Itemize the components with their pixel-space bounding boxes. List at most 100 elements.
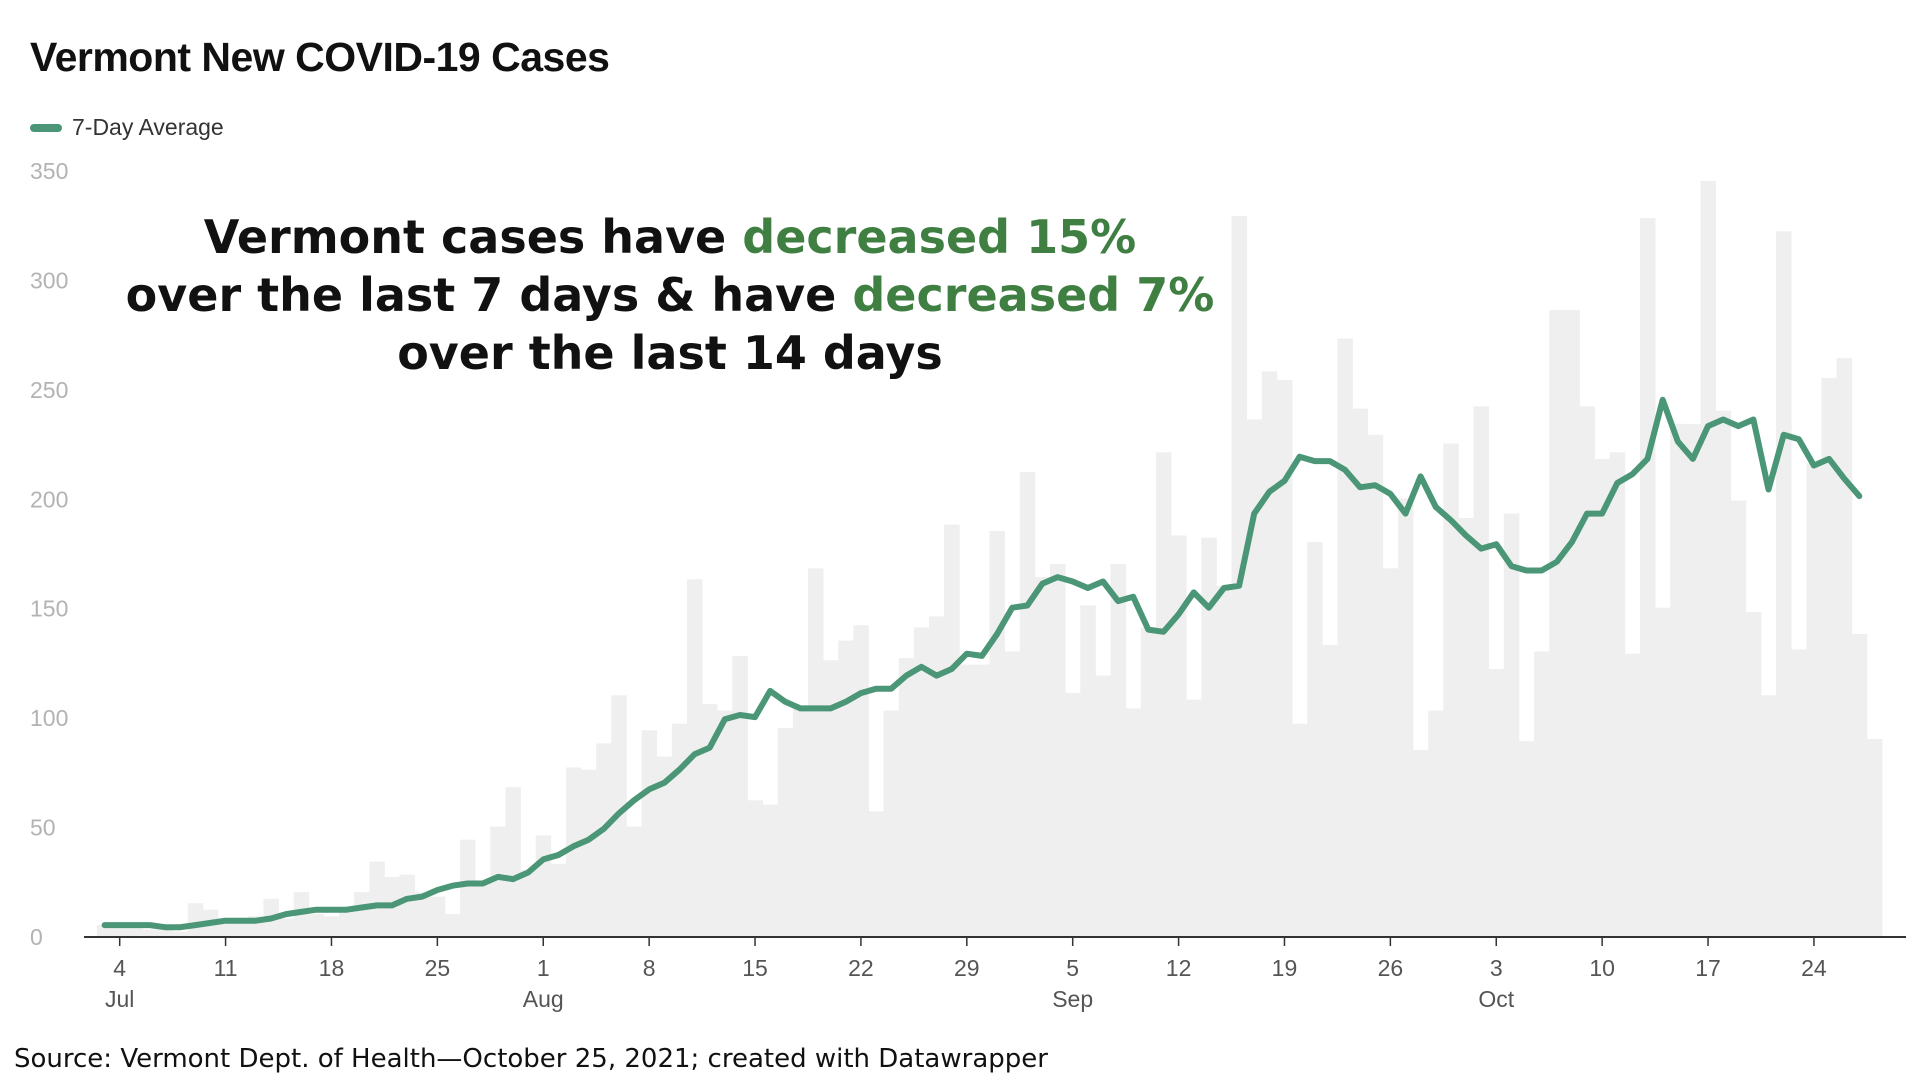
daily-case-bar <box>1367 434 1384 936</box>
y-tick-label: 50 <box>30 815 56 841</box>
x-tick-label: 5 <box>1066 955 1079 981</box>
x-tick-label: 18 <box>319 955 345 981</box>
chart-legend: 7-Day Average <box>30 114 224 141</box>
daily-case-bar <box>429 896 446 936</box>
daily-case-bar <box>414 892 431 936</box>
annotation-line1-highlight: decreased 15% <box>742 210 1137 264</box>
daily-case-bar <box>1428 710 1444 936</box>
daily-case-bar <box>1549 310 1565 936</box>
daily-case-bar <box>460 839 476 936</box>
seven-day-average-path <box>101 396 1863 931</box>
y-tick-label: 0 <box>30 924 43 950</box>
x-tick-label: 10 <box>1589 955 1615 981</box>
daily-case-bar <box>641 730 658 936</box>
daily-case-bar <box>1337 338 1353 936</box>
daily-case-bar <box>1186 699 1202 936</box>
daily-case-bar <box>989 531 1006 936</box>
daily-case-bar <box>1806 463 1822 936</box>
daily-case-bar <box>1080 605 1096 936</box>
x-tick-label: 1 <box>537 955 550 981</box>
x-month-label: Oct <box>1478 986 1514 1012</box>
daily-case-bar <box>1261 371 1278 936</box>
daily-case-bar <box>1352 408 1369 936</box>
x-tick-label: 4 <box>113 955 126 981</box>
daily-case-bar <box>1534 651 1550 936</box>
x-tick-label: 11 <box>214 955 238 981</box>
daily-case-bar <box>1473 406 1490 936</box>
daily-case-bar <box>974 664 990 936</box>
daily-case-bar <box>807 568 824 936</box>
x-tick-label: 24 <box>1801 955 1827 981</box>
daily-case-bar <box>1095 675 1111 936</box>
daily-case-bar <box>1397 498 1414 936</box>
annotation-line1-text: Vermont cases have <box>203 210 743 264</box>
x-tick-label: 29 <box>954 955 980 981</box>
daily-case-bar <box>1125 708 1142 936</box>
annotation-line2-highlight: decreased 7% <box>852 268 1215 322</box>
daily-case-bar <box>1639 218 1656 937</box>
daily-case-bar <box>172 931 189 936</box>
daily-case-bar <box>187 903 204 936</box>
daily-case-bar <box>732 655 748 936</box>
daily-case-bar <box>792 708 809 936</box>
daily-case-bar <box>581 769 597 936</box>
chart-plot: 0 50 100 150 200 250 300 350 4 Jul 11 18 25 1 Aug 8 15 2… <box>30 158 1906 1012</box>
daily-case-bar <box>928 616 945 936</box>
daily-case-bar <box>1019 472 1036 936</box>
y-tick-label: 150 <box>30 596 68 622</box>
daily-case-bar <box>1503 513 1520 936</box>
daily-case-bar <box>97 925 113 936</box>
daily-case-bar <box>1730 500 1747 936</box>
daily-case-bar <box>490 826 506 936</box>
x-month-label: Aug <box>523 986 564 1012</box>
daily-case-bar <box>1791 649 1807 936</box>
daily-case-bar <box>1655 607 1671 936</box>
daily-case-bar <box>1715 410 1732 936</box>
daily-case-bar <box>399 874 416 936</box>
daily-case-bar <box>1155 452 1172 936</box>
daily-case-bar <box>369 861 385 936</box>
daily-case-bar <box>233 920 249 936</box>
daily-case-bar <box>1004 651 1021 936</box>
legend-line-swatch <box>30 123 62 132</box>
daily-case-bar <box>1609 452 1626 936</box>
daily-case-bar <box>520 870 537 936</box>
daily-case-bar <box>1745 612 1762 936</box>
daily-case-bar <box>1382 568 1399 936</box>
daily-case-bar <box>868 811 885 936</box>
daily-case-bar <box>1050 563 1066 936</box>
y-tick-label: 100 <box>30 705 68 731</box>
daily-case-bar <box>838 640 854 936</box>
y-axis: 0 50 100 150 200 250 300 350 <box>30 158 68 950</box>
daily-case-bar <box>1670 423 1686 937</box>
x-tick-label: 15 <box>742 955 768 981</box>
daily-case-bar <box>626 826 642 936</box>
daily-case-bar <box>1564 310 1580 936</box>
daily-case-bar <box>1851 633 1868 936</box>
daily-case-bar <box>308 914 325 936</box>
daily-case-bar <box>1624 653 1641 936</box>
x-tick-label: 25 <box>425 955 451 981</box>
daily-case-bar <box>505 787 521 936</box>
daily-case-bar <box>1322 644 1338 936</box>
daily-case-bar <box>1700 180 1717 936</box>
x-tick-label: 19 <box>1272 955 1298 981</box>
daily-case-bar <box>339 909 355 936</box>
x-tick-label: 12 <box>1166 955 1192 981</box>
daily-case-bar <box>278 918 295 936</box>
y-tick-label: 250 <box>30 377 68 403</box>
daily-case-bar <box>1518 741 1535 936</box>
daily-case-bar <box>535 835 552 936</box>
daily-case-bar <box>142 929 158 936</box>
y-tick-label: 300 <box>30 267 68 293</box>
daily-case-bar <box>1594 458 1611 936</box>
daily-case-bar <box>823 660 839 936</box>
daily-case-bar <box>1760 695 1777 936</box>
daily-case-bar <box>475 883 491 936</box>
daily-case-bar <box>717 710 733 936</box>
x-tick-label: 17 <box>1695 955 1721 981</box>
daily-case-bar <box>1685 423 1701 937</box>
daily-case-bar <box>565 767 582 936</box>
daily-case-bar <box>1443 443 1459 936</box>
daily-case-bar <box>944 524 960 936</box>
